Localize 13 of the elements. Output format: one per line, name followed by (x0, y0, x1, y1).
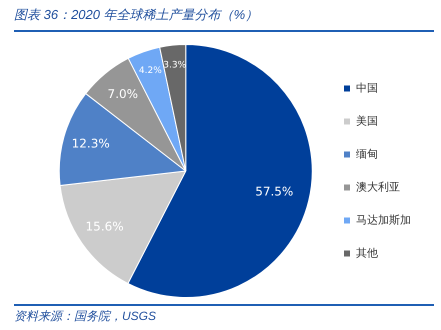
data-label: 3.3% (163, 60, 187, 71)
legend-label: 马达加斯加 (356, 214, 411, 227)
data-label: 57.5% (255, 184, 294, 199)
legend-label: 缅甸 (356, 148, 378, 161)
text: 资料来源：国务院，USGS (14, 304, 434, 325)
data-label: 12.3% (72, 136, 110, 151)
data-label: 7.0% (108, 87, 138, 102)
legend-label: 澳大利亚 (356, 180, 400, 194)
legend-label: 中国 (356, 82, 378, 95)
legend-label: 美国 (356, 114, 378, 128)
chart-title: 图表 36：2020 年全球稀土产量分布（%） (14, 6, 434, 32)
legend-label: 其他 (356, 246, 378, 260)
data-label: 4.2% (138, 66, 162, 76)
